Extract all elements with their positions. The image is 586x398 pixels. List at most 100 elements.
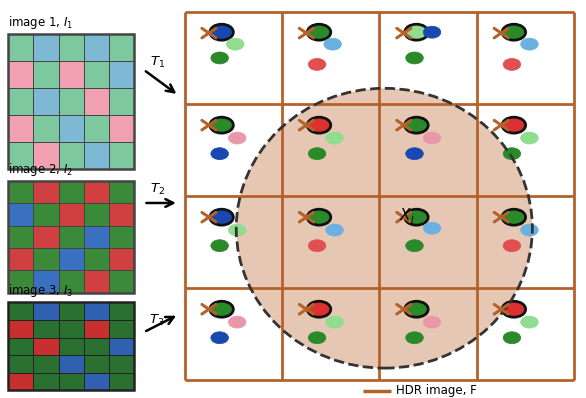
Bar bbox=[8, 355, 33, 373]
Bar bbox=[8, 142, 33, 169]
Bar bbox=[8, 338, 33, 355]
Text: $T_1$: $T_1$ bbox=[149, 55, 165, 70]
Circle shape bbox=[502, 24, 526, 40]
Bar bbox=[84, 203, 109, 226]
Circle shape bbox=[326, 316, 343, 328]
Bar bbox=[84, 338, 109, 355]
Circle shape bbox=[503, 148, 521, 160]
Bar bbox=[84, 355, 109, 373]
Bar bbox=[59, 226, 84, 248]
Bar bbox=[109, 115, 134, 142]
Circle shape bbox=[406, 148, 423, 160]
Circle shape bbox=[326, 224, 343, 236]
Bar bbox=[84, 226, 109, 248]
Bar bbox=[109, 373, 134, 390]
Bar bbox=[8, 302, 134, 390]
Bar bbox=[84, 115, 109, 142]
Circle shape bbox=[210, 209, 233, 225]
Bar bbox=[8, 203, 33, 226]
Ellipse shape bbox=[236, 88, 533, 368]
Bar bbox=[59, 320, 84, 338]
Circle shape bbox=[307, 209, 331, 225]
Bar bbox=[33, 142, 59, 169]
Circle shape bbox=[308, 240, 326, 252]
Bar bbox=[109, 88, 134, 115]
Circle shape bbox=[307, 117, 331, 133]
Circle shape bbox=[406, 240, 423, 252]
Bar bbox=[59, 181, 84, 203]
Bar bbox=[109, 203, 134, 226]
Circle shape bbox=[307, 301, 331, 317]
Circle shape bbox=[324, 38, 342, 50]
Circle shape bbox=[521, 132, 539, 144]
Bar bbox=[59, 373, 84, 390]
Text: HDR image, F: HDR image, F bbox=[396, 384, 476, 397]
Bar bbox=[33, 226, 59, 248]
Circle shape bbox=[226, 38, 244, 50]
Bar bbox=[84, 61, 109, 88]
Bar bbox=[59, 88, 84, 115]
Bar bbox=[59, 203, 84, 226]
Bar bbox=[109, 61, 134, 88]
Circle shape bbox=[405, 117, 428, 133]
Circle shape bbox=[308, 332, 326, 344]
Bar bbox=[33, 61, 59, 88]
Bar bbox=[33, 181, 59, 203]
Circle shape bbox=[503, 332, 521, 344]
Bar bbox=[59, 302, 84, 320]
Bar bbox=[109, 355, 134, 373]
Circle shape bbox=[503, 59, 521, 70]
Bar bbox=[8, 226, 33, 248]
Bar bbox=[33, 34, 59, 61]
Bar bbox=[84, 88, 109, 115]
Bar bbox=[8, 181, 33, 203]
Bar bbox=[8, 248, 33, 270]
Bar bbox=[109, 338, 134, 355]
Circle shape bbox=[406, 52, 423, 64]
Circle shape bbox=[326, 132, 343, 144]
Text: $T_2$: $T_2$ bbox=[149, 182, 165, 197]
Bar bbox=[59, 355, 84, 373]
Bar bbox=[33, 203, 59, 226]
Circle shape bbox=[210, 24, 233, 40]
Bar bbox=[109, 320, 134, 338]
Bar bbox=[84, 320, 109, 338]
Bar bbox=[84, 142, 109, 169]
Bar bbox=[8, 34, 33, 61]
Circle shape bbox=[211, 332, 229, 344]
Circle shape bbox=[229, 132, 246, 144]
Bar bbox=[59, 338, 84, 355]
Circle shape bbox=[423, 132, 441, 144]
Bar bbox=[8, 270, 33, 293]
Bar bbox=[33, 302, 59, 320]
Bar bbox=[8, 34, 134, 169]
Bar bbox=[84, 373, 109, 390]
Bar bbox=[8, 115, 33, 142]
Text: $T_3$: $T_3$ bbox=[149, 313, 165, 328]
Bar bbox=[33, 115, 59, 142]
Bar bbox=[59, 248, 84, 270]
Bar bbox=[109, 226, 134, 248]
Bar bbox=[59, 270, 84, 293]
Text: image 2, $I_2$: image 2, $I_2$ bbox=[8, 161, 73, 178]
Circle shape bbox=[210, 301, 233, 317]
Bar bbox=[33, 248, 59, 270]
Bar bbox=[33, 355, 59, 373]
Bar bbox=[59, 61, 84, 88]
Bar bbox=[109, 181, 134, 203]
Circle shape bbox=[521, 38, 539, 50]
Circle shape bbox=[308, 59, 326, 70]
Bar bbox=[33, 320, 59, 338]
Circle shape bbox=[502, 209, 526, 225]
Circle shape bbox=[503, 240, 521, 252]
Bar bbox=[33, 373, 59, 390]
Circle shape bbox=[211, 148, 229, 160]
Circle shape bbox=[423, 26, 441, 38]
Bar bbox=[84, 248, 109, 270]
Circle shape bbox=[211, 52, 229, 64]
Bar bbox=[84, 34, 109, 61]
Bar bbox=[59, 34, 84, 61]
Text: image 3, $I_3$: image 3, $I_3$ bbox=[8, 282, 73, 299]
Circle shape bbox=[229, 316, 246, 328]
Circle shape bbox=[210, 117, 233, 133]
